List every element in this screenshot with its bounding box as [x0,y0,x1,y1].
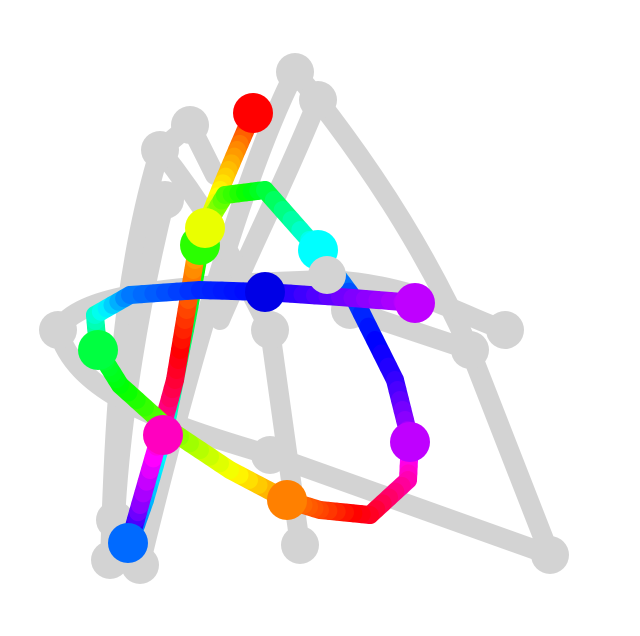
color-node [395,283,435,323]
gray-node [276,53,314,91]
gray-node [141,131,179,169]
color-node [185,208,225,248]
color-node [108,523,148,563]
color-node [233,93,273,133]
color-node [390,422,430,462]
color-node [245,272,285,312]
gray-node [251,436,289,474]
gray-node [531,536,569,574]
gray-node [299,81,337,119]
gray-stroke [105,190,175,530]
color-node [143,415,183,455]
color-node [78,330,118,370]
gray-node [486,311,524,349]
background-strokes [39,53,569,584]
gray-node [451,331,489,369]
gray-node [171,106,209,144]
gray-node [308,256,346,294]
gray-stroke [48,270,515,340]
gray-node [281,526,319,564]
gray-node [146,181,184,219]
rainbow-nodes [78,93,435,563]
color-node [267,480,307,520]
gray-node [39,311,77,349]
gray-node [251,311,289,349]
